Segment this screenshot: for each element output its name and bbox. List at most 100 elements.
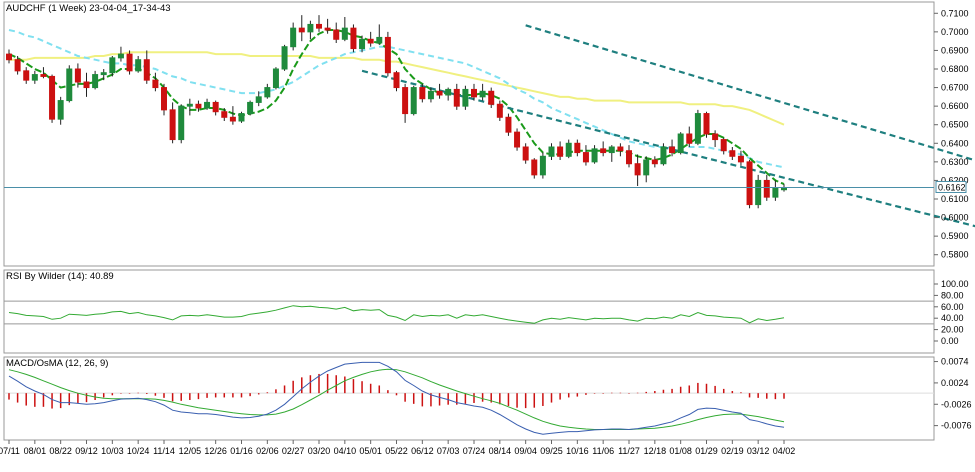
time-tick-label: 05/22	[385, 446, 408, 456]
last-price-tag: 0.6162	[935, 180, 967, 193]
osma-bar	[619, 392, 622, 394]
rsi-tick-label: 40.00	[941, 313, 964, 323]
candle-body	[66, 68, 73, 102]
price-panel[interactable]	[3, 1, 935, 267]
macd-axis: 0.0074 0.0024 -0.0026 -0.0076	[934, 357, 972, 431]
candle-body	[660, 146, 667, 165]
candle-body	[514, 131, 521, 148]
time-tick-label: 08/01	[24, 446, 47, 456]
osma-bar	[430, 393, 432, 407]
candle-body	[505, 116, 512, 133]
candle-body	[23, 70, 30, 81]
osma-bar	[636, 392, 639, 394]
price-tick-label: 0.7000	[941, 27, 969, 37]
candle-body	[531, 159, 538, 176]
osma-bar	[240, 393, 243, 398]
time-tick-label: 10/24	[127, 446, 150, 456]
osma-bar	[473, 393, 475, 403]
osma-bar	[77, 393, 79, 404]
osma-bar	[266, 392, 269, 394]
time-tick-label: 02/27	[282, 446, 305, 456]
time-tick-label: 03/20	[308, 446, 331, 456]
osma-bar	[301, 377, 303, 394]
price-tick-label: 0.6600	[941, 101, 969, 111]
osma-bar	[283, 385, 286, 394]
candle-body	[333, 29, 340, 40]
rsi-tick-label: 20.00	[941, 325, 964, 335]
osma-bar	[189, 393, 191, 400]
candle-body	[367, 38, 374, 44]
candle-body	[40, 74, 47, 77]
candle-body	[83, 81, 90, 89]
last-price-label: 0.6162	[938, 182, 966, 192]
time-tick-label: 01/16	[230, 446, 253, 456]
price-tick-label: 0.6200	[941, 175, 969, 185]
macd-tick-label: -0.0076	[941, 421, 972, 431]
osma-bar	[593, 393, 596, 394]
osma-bar	[740, 392, 742, 394]
osma-bar	[645, 391, 647, 394]
candle-body	[117, 53, 124, 59]
candle-body	[755, 179, 762, 206]
osma-bar	[59, 393, 62, 409]
price-tick-label: 0.7100	[941, 8, 969, 18]
candle-body	[574, 142, 581, 154]
osma-bar	[567, 393, 570, 398]
candle-body	[419, 87, 426, 100]
osma-bar	[42, 393, 45, 407]
time-tick-label: 08/22	[49, 446, 72, 456]
osma-bar	[481, 393, 484, 402]
candle-body	[763, 179, 770, 198]
osma-bar	[171, 393, 174, 402]
candle-body	[393, 72, 400, 89]
candle-body	[626, 150, 632, 165]
osma-bar	[585, 393, 587, 395]
osma-bar	[335, 375, 337, 394]
candle-body	[255, 96, 262, 103]
osma-bar	[499, 393, 501, 405]
time-tick-label: 05/01	[359, 446, 382, 456]
rsi-tick-label: 100.00	[941, 279, 969, 289]
osma-bar	[369, 383, 372, 394]
rsi-title: RSI By Wilder (14): 40.89	[6, 271, 114, 282]
macd-panel[interactable]	[3, 356, 935, 441]
time-tick-label: 07/24	[463, 446, 486, 456]
price-tick-label: 0.6900	[941, 45, 969, 55]
candle-body	[281, 46, 288, 70]
osma-bar	[654, 391, 656, 394]
time-tick-label: 02/19	[721, 446, 744, 456]
candle-body	[49, 75, 56, 120]
candle-body	[195, 103, 202, 109]
osma-bar	[275, 389, 277, 394]
osma-bar	[146, 393, 148, 395]
rsi-panel[interactable]	[3, 269, 935, 354]
time-tick-label: 07/03	[437, 446, 460, 456]
osma-bar	[602, 393, 604, 394]
candle-body	[316, 23, 322, 29]
candle-body	[694, 113, 701, 144]
osma-bar	[464, 393, 467, 404]
osma-bar	[533, 393, 536, 408]
osma-bar	[128, 393, 131, 394]
osma-bar	[378, 385, 381, 394]
price-tick-label: 0.6700	[941, 83, 969, 93]
macd-tick-label: -0.0026	[941, 399, 972, 409]
candle-body	[737, 155, 744, 163]
candle-body	[143, 59, 150, 81]
osma-bar	[51, 393, 53, 409]
candle-body	[341, 27, 348, 40]
trend-channel	[361, 24, 975, 228]
osma-bar	[447, 393, 449, 405]
time-tick-label: 11/27	[618, 446, 640, 456]
osma-bar	[559, 393, 561, 400]
osma-bar	[438, 393, 441, 406]
candle-body	[651, 159, 658, 165]
candle-body	[359, 38, 366, 50]
osma-bar	[163, 393, 165, 398]
time-tick-label: 08/14	[489, 446, 512, 456]
candle-body	[57, 100, 64, 120]
time-tick-label: 09/04	[514, 446, 537, 456]
osma-bar	[679, 386, 682, 394]
candle-body	[161, 87, 167, 111]
candle-body	[453, 88, 460, 107]
